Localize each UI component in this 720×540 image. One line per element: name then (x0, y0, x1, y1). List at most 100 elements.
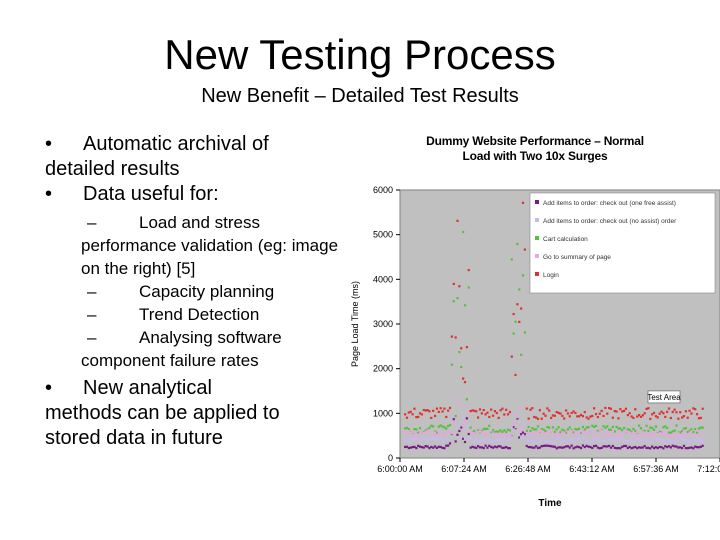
data-point (548, 409, 551, 412)
data-point (621, 445, 624, 448)
data-point (549, 439, 553, 442)
data-point (527, 417, 530, 420)
data-point (600, 429, 603, 432)
data-point (572, 440, 575, 443)
data-point (636, 431, 639, 434)
data-point (533, 446, 536, 449)
data-point (546, 444, 549, 447)
data-point (628, 428, 631, 432)
data-point (424, 445, 427, 448)
data-point (499, 409, 502, 412)
data-point (448, 423, 452, 427)
data-point (658, 445, 661, 449)
legend-swatch (535, 254, 539, 258)
data-point (491, 414, 495, 417)
sub-bullet-text: Load and stress (139, 213, 260, 232)
data-point (654, 446, 658, 449)
data-point (692, 430, 695, 434)
data-point (503, 429, 506, 432)
data-point (647, 407, 650, 410)
data-point (684, 433, 687, 436)
data-point (564, 434, 568, 437)
data-point (503, 437, 506, 440)
y-axis-label: Page Load Time (ms) (350, 281, 360, 367)
data-point (521, 201, 525, 204)
data-point (490, 408, 493, 411)
data-point (632, 446, 635, 449)
data-point (407, 440, 410, 444)
data-point (418, 412, 422, 415)
data-point (411, 413, 414, 416)
bullet-text: New analytical (83, 377, 212, 399)
data-point (520, 436, 523, 439)
data-point (435, 446, 439, 449)
data-point (656, 437, 659, 440)
data-point (486, 411, 489, 414)
data-point (462, 424, 465, 427)
data-point (636, 437, 639, 440)
data-point (587, 440, 590, 444)
data-point (649, 426, 652, 429)
data-point (593, 445, 596, 448)
data-point (433, 431, 437, 434)
sub-bullet-text: performance validation (eg: image on the… (81, 236, 339, 278)
data-point (692, 434, 695, 437)
data-point (675, 424, 678, 427)
data-point (649, 440, 652, 443)
data-point (654, 425, 658, 428)
data-point (527, 439, 530, 442)
data-point (639, 434, 643, 437)
data-point (484, 431, 487, 435)
data-point (563, 440, 566, 443)
legend-entry: Add items to order: check out (one free … (543, 200, 676, 207)
data-point (699, 430, 702, 433)
data-point (654, 437, 658, 441)
data-point (621, 437, 624, 440)
data-point (566, 430, 570, 433)
data-point (559, 431, 562, 434)
data-point (473, 433, 476, 436)
data-point (624, 407, 628, 410)
data-point (540, 429, 543, 432)
data-point (454, 336, 457, 339)
slide-subtitle: New Benefit – Detailed Test Results (201, 85, 519, 107)
data-point (536, 417, 540, 420)
data-point (621, 429, 624, 432)
data-point (452, 300, 455, 303)
data-point (598, 429, 601, 432)
data-point (632, 431, 635, 434)
data-point (658, 432, 661, 435)
data-point (544, 444, 547, 447)
data-point (462, 437, 465, 440)
sub-bullet-item: – Load and stress performance validation … (81, 211, 345, 280)
data-point (491, 429, 495, 432)
x-tick-label: 6:43:12 AM (569, 464, 615, 474)
data-point (679, 411, 682, 414)
data-point (463, 381, 467, 384)
data-point (666, 437, 669, 440)
data-point (404, 429, 407, 432)
y-tick-label: 5000 (373, 230, 393, 240)
data-point (482, 431, 485, 434)
data-point (448, 418, 452, 421)
data-point (486, 427, 489, 430)
data-point (593, 407, 596, 410)
data-point (688, 409, 691, 412)
data-point (467, 424, 470, 427)
data-point (512, 332, 515, 335)
data-point (557, 435, 560, 438)
data-point (564, 431, 568, 434)
data-point (491, 446, 495, 449)
data-point (609, 446, 613, 449)
data-point (686, 433, 689, 436)
legend-swatch (535, 218, 539, 222)
data-point (591, 424, 594, 427)
data-point (566, 412, 570, 415)
data-point (407, 411, 410, 414)
data-point (576, 431, 579, 435)
data-point (559, 446, 562, 449)
data-point (593, 435, 596, 438)
data-point (445, 444, 448, 447)
data-point (463, 304, 467, 307)
data-point (473, 440, 476, 443)
